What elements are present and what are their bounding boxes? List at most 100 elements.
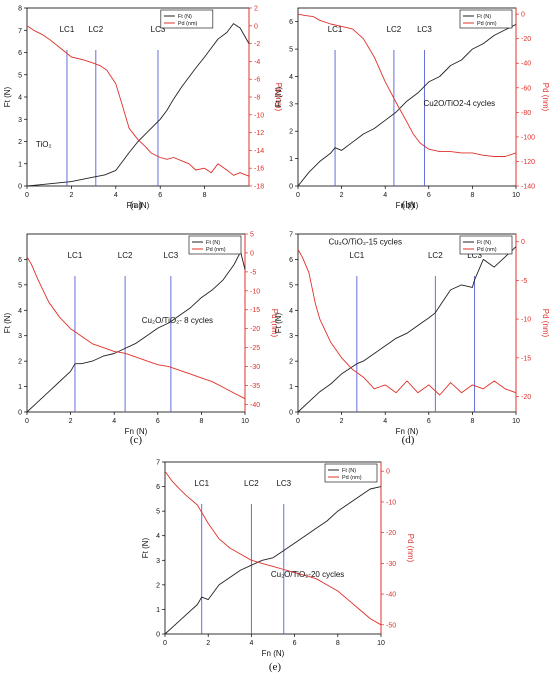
panel-b: 0 2 4 6 8 10 0 1 2 3 4 5 6 -140 -120 -100 -80 -60 -40 -20 0 F… — [274, 7, 550, 211]
y2-tick-label: 2 — [254, 6, 258, 13]
critical-load-label-lc3: LC3 — [164, 251, 179, 260]
y2-tick-label: -35 — [250, 383, 260, 390]
y-tick-label: 2 — [18, 359, 22, 366]
y2-tick-label: -15 — [521, 355, 531, 362]
sample-label: Cu₂O/TiO₂-15 cycles — [329, 238, 402, 247]
y2-axis-label: Pd (nm) — [270, 309, 279, 338]
x-tick-label: 2 — [340, 418, 344, 425]
y-tick-label: 6 — [289, 19, 293, 26]
x-tick-label: 6 — [293, 640, 297, 647]
sample-label: TiO₂ — [36, 140, 52, 149]
series-pd-line — [297, 13, 517, 157]
sample-label: Cu2O/TiO2-4 cycles — [423, 99, 495, 108]
y-tick-label: 7 — [156, 460, 160, 467]
y-tick-label: 1 — [18, 161, 22, 168]
legend-label-pd: Pd (nm) — [477, 247, 497, 253]
y2-tick-label: -120 — [521, 159, 535, 166]
y-tick-label: 2 — [289, 359, 293, 366]
critical-load-label-lc3: LC3 — [151, 25, 166, 34]
plot-frame — [297, 233, 517, 413]
series-pd-line — [297, 249, 517, 396]
y2-tick-label: -10 — [250, 288, 260, 295]
y2-tick-label: -15 — [250, 307, 260, 314]
x-axis-label: Fn (N) — [125, 427, 148, 436]
critical-load-label-lc2: LC2 — [118, 251, 133, 260]
critical-load-label-lc1: LC1 — [194, 479, 209, 488]
panel-e: 0 2 4 6 8 10 0 1 2 3 4 5 6 7 -50 -40 -30 -20 -10 0 Fn (N) Ft … — [141, 460, 415, 674]
x-tick-label: 4 — [383, 192, 387, 199]
y2-tick-label: -30 — [386, 561, 396, 568]
critical-load-label-lc1: LC1 — [328, 25, 343, 34]
x-tick-label: 10 — [512, 192, 520, 199]
y2-tick-label: -12 — [254, 130, 264, 137]
x-tick-label: 4 — [249, 640, 253, 647]
y2-tick-label: -25 — [250, 345, 260, 352]
x-tick-label: 8 — [336, 640, 340, 647]
y2-tick-label: -10 — [386, 499, 396, 506]
y-axis-label: Ft (N) — [141, 537, 150, 558]
y2-tick-label: 0 — [521, 239, 525, 246]
y-tick-label: 2 — [289, 129, 293, 136]
y2-tick-label: 5 — [250, 232, 254, 239]
y-tick-label: 6 — [18, 257, 22, 264]
y-tick-label: 1 — [18, 384, 22, 391]
x-tick-label: 6 — [427, 418, 431, 425]
y2-tick-label: -5 — [521, 278, 527, 285]
y-tick-label: 0 — [289, 410, 293, 417]
y-tick-label: 3 — [156, 558, 160, 565]
y2-tick-label: -2 — [254, 41, 260, 48]
legend: Ft (N)Pd (nm) — [160, 9, 214, 29]
y2-tick-label: -4 — [254, 59, 260, 66]
x-tick-label: 0 — [163, 640, 167, 647]
legend-label-pd: Pd (nm) — [178, 21, 198, 27]
legend: Ft (N)Pd (nm) — [188, 235, 242, 255]
y2-tick-label: -10 — [254, 112, 264, 119]
y-tick-label: 7 — [18, 28, 22, 35]
y-axis-label: Ft (N) — [3, 86, 12, 107]
series-pd-line — [26, 25, 250, 177]
y-tick-label: 0 — [289, 184, 293, 191]
panel-caption-e: (e) — [269, 661, 282, 673]
panel-caption-a: (a) — [130, 199, 143, 211]
x-tick-label: 2 — [206, 640, 210, 647]
x-tick-label: 0 — [296, 418, 300, 425]
y-tick-label: 5 — [289, 282, 293, 289]
series-ft-line — [297, 23, 517, 187]
x-axis-label: Fn (N) — [396, 201, 419, 210]
y2-tick-label: -40 — [521, 61, 531, 68]
x-tick-label: 10 — [377, 640, 385, 647]
sample-label: Cu₂O/TiO₂- 8 cycles — [142, 316, 213, 325]
legend: Ft (N)Pd (nm) — [459, 9, 513, 29]
legend-label-ft: Ft (N) — [342, 468, 356, 474]
x-tick-label: 0 — [25, 418, 29, 425]
x-tick-label: 6 — [156, 418, 160, 425]
y-tick-label: 0 — [18, 184, 22, 191]
critical-load-label-lc3: LC3 — [467, 251, 482, 260]
y-tick-label: 3 — [289, 333, 293, 340]
y-tick-label: 0 — [156, 632, 160, 639]
y2-tick-label: -20 — [521, 394, 531, 401]
y-tick-label: 6 — [18, 50, 22, 57]
y2-tick-label: 0 — [521, 12, 525, 19]
y2-tick-label: -140 — [521, 184, 535, 191]
legend-label-pd: Pd (nm) — [206, 247, 226, 253]
critical-load-label-lc1: LC1 — [68, 251, 83, 260]
y2-tick-label: -6 — [254, 77, 260, 84]
series-pd-line — [164, 470, 382, 626]
series-pd-line — [26, 256, 246, 400]
y-axis-label: Ft (N) — [274, 312, 283, 333]
x-tick-label: 0 — [25, 192, 29, 199]
y2-tick-label: -10 — [521, 317, 531, 324]
legend-label-pd: Pd (nm) — [342, 475, 362, 481]
y2-tick-label: -14 — [254, 148, 264, 155]
x-axis-label: Fn (N) — [127, 201, 150, 210]
x-tick-label: 8 — [199, 418, 203, 425]
panel-caption-c: (c) — [130, 434, 143, 446]
y2-axis-label: Pd (nm) — [406, 534, 415, 563]
panel-a: 0 2 4 6 8 0 1 2 3 4 5 6 7 8 -18 -16 -14 -12 -10 -8 -6 -4 -2 0 2 F… — [3, 6, 283, 212]
y2-tick-label: -20 — [386, 530, 396, 537]
legend: Ft (N)Pd (nm) — [324, 463, 378, 483]
y-tick-label: 1 — [289, 156, 293, 163]
